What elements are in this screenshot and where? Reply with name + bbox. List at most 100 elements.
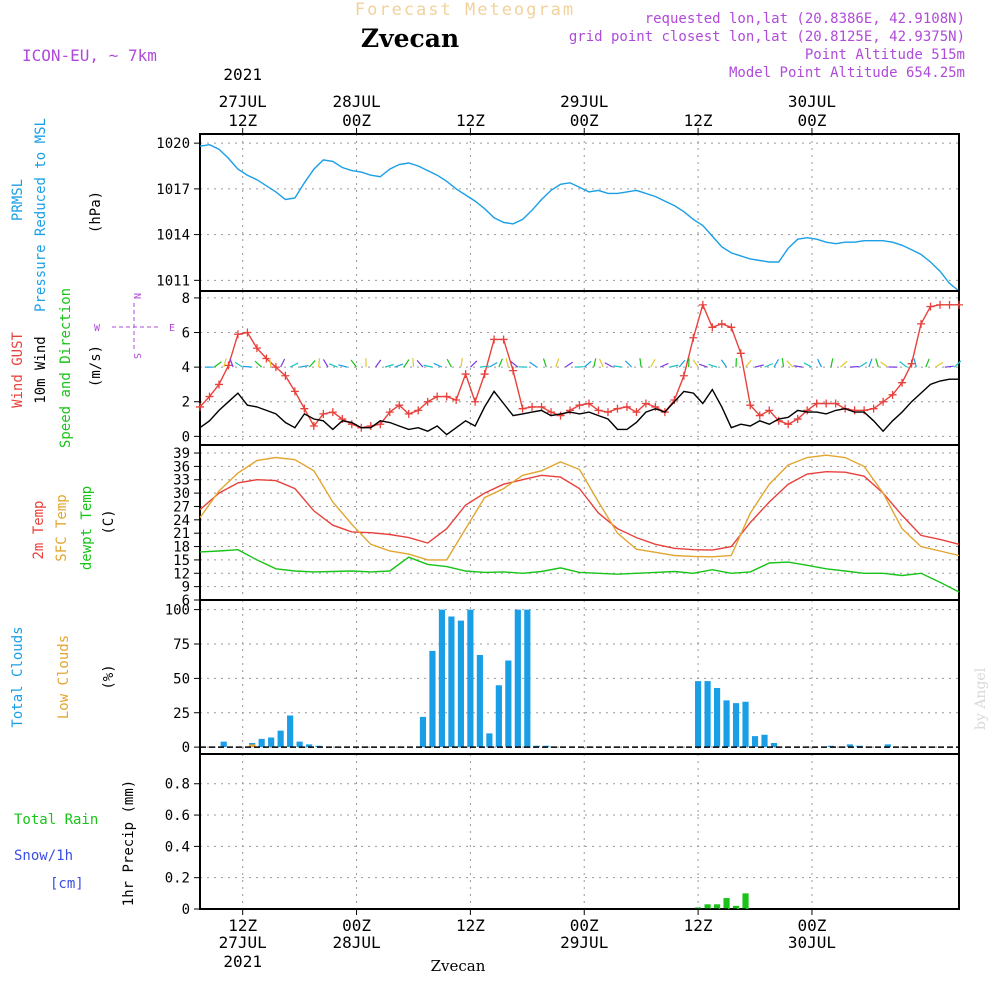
direction-arrow xyxy=(317,358,321,368)
bar xyxy=(448,616,455,748)
y-tick-label: 0.8 xyxy=(165,777,190,793)
bar xyxy=(505,660,512,748)
bar xyxy=(704,904,711,909)
bar xyxy=(495,685,502,748)
top-axis-label: 27JUL xyxy=(219,92,267,111)
bar xyxy=(249,744,256,748)
direction-arrow xyxy=(754,364,764,368)
panel-1: 0 2 4 6 8 xyxy=(182,290,963,446)
bottom-axis-label: 00Z xyxy=(797,916,826,935)
bar xyxy=(467,609,474,748)
y-tick-label: 1014 xyxy=(156,228,190,244)
bar xyxy=(457,620,464,748)
direction-arrow xyxy=(944,365,954,368)
gust-marker xyxy=(945,300,954,309)
top-axis-label: 12Z xyxy=(684,111,713,130)
series-line-1 xyxy=(199,378,959,436)
bar xyxy=(486,733,493,748)
direction-arrow xyxy=(446,358,452,368)
direction-arrow xyxy=(479,365,489,368)
direction-arrow xyxy=(786,360,794,368)
y-tick-label: 15 xyxy=(173,553,190,569)
gust-marker xyxy=(395,401,404,410)
bar xyxy=(277,730,284,748)
direction-arrow xyxy=(338,364,348,368)
direction-arrow xyxy=(489,362,498,368)
pressure-unit: (hPa) xyxy=(88,191,104,233)
gust-marker xyxy=(309,421,318,430)
gust-marker xyxy=(556,411,565,420)
direction-arrow xyxy=(234,361,244,368)
gust-marker xyxy=(537,402,546,411)
gust-marker xyxy=(679,371,688,380)
bar xyxy=(695,681,702,748)
bar xyxy=(296,741,303,748)
direction-arrow xyxy=(433,362,443,368)
y-tick-label: 18 xyxy=(173,540,190,556)
compass-w: W xyxy=(94,323,101,334)
direction-arrow xyxy=(498,358,503,368)
direction-arrow xyxy=(350,359,358,368)
temp-labels: 2m Temp SFC Temp dewpt Temp (C) xyxy=(31,486,117,570)
temp-label-sfc: SFC Temp xyxy=(54,494,70,561)
direction-arrow xyxy=(254,360,263,368)
wind-label-gust: Wind GUST xyxy=(10,332,26,408)
gust-marker xyxy=(205,392,214,401)
panel-frame xyxy=(199,290,960,446)
gust-marker xyxy=(461,370,470,379)
direction-arrow xyxy=(268,358,272,368)
panel-0: 1011 1014 1017 1020 xyxy=(156,133,960,292)
y-tick-label: 33 xyxy=(173,473,190,489)
bar xyxy=(306,744,313,748)
gust-marker xyxy=(566,406,575,415)
direction-arrow xyxy=(934,361,944,368)
y-tick-label: 8 xyxy=(182,291,190,307)
series-line-1 xyxy=(199,454,960,561)
gust-marker xyxy=(300,404,309,413)
direction-arrow xyxy=(678,359,686,368)
y-tick-label: 27 xyxy=(173,499,190,515)
y-tick-label: 6 xyxy=(182,593,190,609)
panel-frame xyxy=(199,444,960,601)
direction-arrow xyxy=(764,363,774,368)
gust-marker xyxy=(471,397,480,406)
precip-label-snow-unit: [cm] xyxy=(50,876,84,892)
direction-arrow xyxy=(460,358,463,368)
direction-arrow xyxy=(280,358,286,368)
gust-marker xyxy=(243,328,252,337)
bar xyxy=(742,893,749,909)
bar xyxy=(524,609,531,748)
cloud-unit: (%) xyxy=(101,664,117,689)
bar xyxy=(713,688,721,748)
gust-marker xyxy=(584,399,593,408)
direction-arrow xyxy=(624,360,633,368)
temp-label-dewpt: dewpt Temp xyxy=(79,486,95,570)
gust-marker xyxy=(271,363,280,372)
y-tick-label: 39 xyxy=(173,446,190,462)
top-axis-label: 29JUL xyxy=(560,92,608,111)
direction-arrow xyxy=(720,359,728,368)
direction-arrow xyxy=(505,358,509,368)
direction-arrow xyxy=(289,362,299,368)
direction-arrow xyxy=(583,360,592,368)
model-altitude: Model Point Altitude 654.25m xyxy=(729,65,965,81)
direction-arrow xyxy=(322,359,329,368)
y-tick-label: 2 xyxy=(182,395,190,411)
gust-marker xyxy=(404,409,413,418)
direction-arrow xyxy=(542,358,547,368)
y-tick-label: 75 xyxy=(173,637,190,653)
bottom-axis-label: 12Z xyxy=(228,916,257,935)
y-tick-label: 0 xyxy=(182,429,190,445)
gust-marker xyxy=(233,330,242,339)
panel-3: 0 25 50 75 100 xyxy=(165,599,960,756)
panel-frame xyxy=(199,133,960,292)
top-axis-label: 28JUL xyxy=(332,92,380,111)
bar xyxy=(713,904,721,909)
direction-arrow xyxy=(880,361,889,368)
pressure-label-1: PRMSL xyxy=(10,179,26,221)
gust-marker xyxy=(414,406,423,415)
product-title: Forecast Meteogram xyxy=(355,0,575,20)
direction-arrow xyxy=(423,364,433,368)
gust-marker xyxy=(803,406,812,415)
direction-arrow xyxy=(229,358,234,368)
